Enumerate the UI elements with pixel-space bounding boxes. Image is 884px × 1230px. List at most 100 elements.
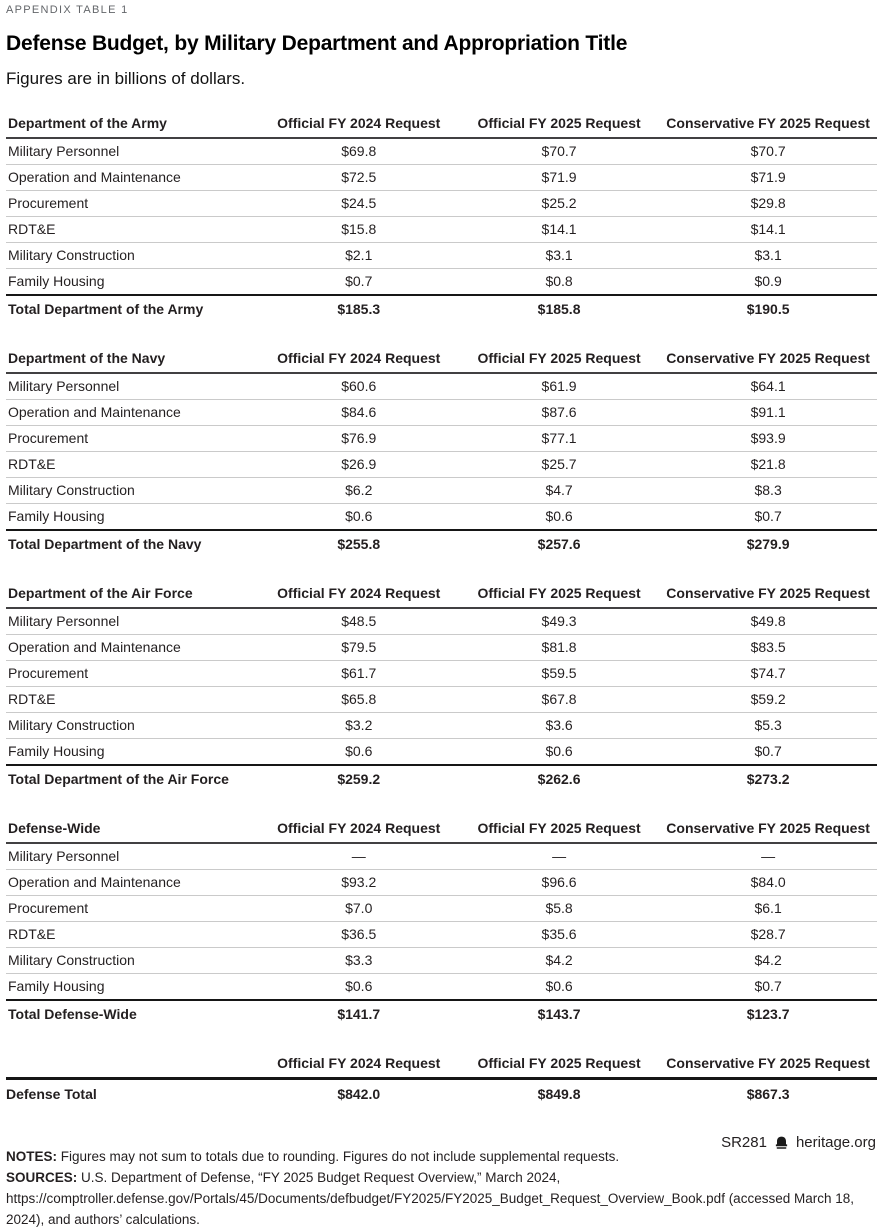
cell-official-fy2024: $0.6 [345, 743, 373, 759]
table-header-row: Defense-Wide Official FY 2024 Request Of… [6, 818, 877, 844]
grand-total-official-fy2024: $842.0 [337, 1086, 381, 1102]
total-conservative-fy2025: $123.7 [659, 999, 877, 1027]
cell-official-fy2025: $61.9 [458, 373, 660, 400]
navy-section-table: Department of the Navy Official FY 2024 … [6, 348, 877, 557]
grand-total-conservative-fy2025: $867.3 [746, 1086, 790, 1102]
cell-conservative-fy2025: $8.3 [659, 477, 877, 504]
liberty-bell-icon [774, 1135, 789, 1150]
row-rdte: RDT&E $26.9 $25.7 $21.8 [6, 451, 877, 478]
col-header-official-fy2024: Official FY 2024 Request [258, 113, 459, 139]
row-military-personnel: Military Personnel $69.8 $70.7 $70.7 [6, 138, 877, 165]
col-header-official-fy2024: Official FY 2024 Request [258, 348, 459, 374]
cell-official-fy2025: $59.5 [458, 660, 660, 687]
row-label: Family Housing [8, 508, 105, 524]
cell-official-fy2024: $48.5 [258, 608, 459, 635]
report-page: APPENDIX TABLE 1 Defense Budget, by Mili… [6, 4, 877, 1227]
page-title: Defense Budget, by Military Department a… [6, 32, 628, 55]
row-procurement: Procurement $24.5 $25.2 $29.8 [6, 190, 877, 217]
total-official-fy2024: $255.8 [258, 529, 459, 557]
cell-official-fy2024: $76.9 [258, 425, 459, 452]
total-row: Total Defense-Wide $141.7 $143.7 $123.7 [6, 999, 877, 1027]
page-footer: SR281 heritage.org [721, 1134, 876, 1151]
table-header-row: Official FY 2024 Request Official FY 202… [6, 1053, 877, 1080]
cell-official-fy2024: $60.6 [258, 373, 459, 400]
cell-official-fy2024: $65.8 [258, 686, 459, 713]
cell-official-fy2025: $0.6 [545, 743, 573, 759]
cell-official-fy2025: $35.6 [458, 921, 660, 948]
row-rdte: RDT&E $15.8 $14.1 $14.1 [6, 216, 877, 243]
cell-official-fy2025: $77.1 [458, 425, 660, 452]
cell-official-fy2024: $72.5 [258, 164, 459, 191]
row-label: Family Housing [8, 743, 105, 759]
row-military-construction: Military Construction $2.1 $3.1 $3.1 [6, 242, 877, 269]
cell-conservative-fy2025: $28.7 [659, 921, 877, 948]
cell-official-fy2024: $24.5 [258, 190, 459, 217]
cell-conservative-fy2025: $0.7 [754, 978, 782, 994]
row-military-personnel: Military Personnel — — — [6, 843, 877, 870]
sources-text: U.S. Department of Defense, “FY 2025 Bud… [6, 1170, 854, 1227]
row-rdte: RDT&E $65.8 $67.8 $59.2 [6, 686, 877, 713]
row-rdte: RDT&E $36.5 $35.6 $28.7 [6, 921, 877, 948]
appendix-label: APPENDIX TABLE 1 [6, 4, 129, 16]
row-family-housing: Family Housing $0.6 $0.6 $0.7 [6, 504, 877, 531]
row-procurement: Procurement $76.9 $77.1 $93.9 [6, 425, 877, 452]
air-force-section-table: Department of the Air Force Official FY … [6, 583, 877, 792]
row-label: Military Personnel [6, 373, 259, 400]
col-header-official-fy2024: Official FY 2024 Request [258, 818, 459, 844]
row-military-construction: Military Construction $6.2 $4.7 $8.3 [6, 477, 877, 504]
grand-total-row: Defense Total $842.0 $849.8 $867.3 [6, 1079, 877, 1109]
cell-official-fy2024: $0.6 [345, 978, 373, 994]
row-label: RDT&E [6, 686, 259, 713]
row-label: Military Construction [6, 947, 259, 974]
cell-conservative-fy2025: $49.8 [659, 608, 877, 635]
row-label: Operation and Maintenance [6, 164, 259, 191]
cell-conservative-fy2025: $71.9 [659, 164, 877, 191]
cell-conservative-fy2025: $59.2 [659, 686, 877, 713]
col-header-conservative-fy2025: Conservative FY 2025 Request [659, 113, 877, 139]
total-official-fy2025: $185.8 [458, 294, 660, 322]
cell-official-fy2025: $49.3 [458, 608, 660, 635]
section-title: Department of the Navy [6, 348, 259, 374]
cell-conservative-fy2025: $0.9 [754, 273, 782, 289]
cell-official-fy2024: $0.6 [345, 508, 373, 524]
cell-official-fy2025: $0.6 [545, 978, 573, 994]
cell-conservative-fy2025: $0.7 [754, 508, 782, 524]
cell-official-fy2024: $3.2 [258, 712, 459, 739]
cell-official-fy2024: $6.2 [258, 477, 459, 504]
col-header-conservative-fy2025: Conservative FY 2025 Request [659, 818, 877, 844]
row-military-construction: Military Construction $3.3 $4.2 $4.2 [6, 947, 877, 974]
total-conservative-fy2025: $279.9 [659, 529, 877, 557]
cell-conservative-fy2025: $64.1 [659, 373, 877, 400]
cell-official-fy2025: $25.2 [458, 190, 660, 217]
total-label: Total Department of the Army [6, 294, 259, 322]
cell-official-fy2025: $25.7 [458, 451, 660, 478]
cell-official-fy2025: $3.6 [458, 712, 660, 739]
cell-conservative-fy2025: $93.9 [659, 425, 877, 452]
total-official-fy2025: $257.6 [458, 529, 660, 557]
cell-official-fy2024: $2.1 [258, 242, 459, 269]
row-label: Family Housing [8, 273, 105, 289]
cell-official-fy2025: $71.9 [458, 164, 660, 191]
report-id: SR281 [721, 1134, 767, 1151]
total-conservative-fy2025: $190.5 [659, 294, 877, 322]
row-operation-maintenance: Operation and Maintenance $79.5 $81.8 $8… [6, 634, 877, 661]
cell-official-fy2025: $81.8 [458, 634, 660, 661]
cell-official-fy2024: $15.8 [258, 216, 459, 243]
cell-official-fy2024: $69.8 [258, 138, 459, 165]
row-operation-maintenance: Operation and Maintenance $72.5 $71.9 $7… [6, 164, 877, 191]
cell-official-fy2024: $26.9 [258, 451, 459, 478]
cell-official-fy2025: $3.1 [458, 242, 660, 269]
total-row: Total Department of the Air Force $259.2… [6, 764, 877, 792]
row-military-personnel: Military Personnel $60.6 $61.9 $64.1 [6, 373, 877, 400]
cell-conservative-fy2025: $21.8 [659, 451, 877, 478]
cell-official-fy2024: $93.2 [258, 869, 459, 896]
cell-conservative-fy2025: $4.2 [659, 947, 877, 974]
cell-official-fy2025: $96.6 [458, 869, 660, 896]
row-label: Military Personnel [6, 843, 259, 870]
row-label: RDT&E [6, 451, 259, 478]
defense-wide-section-table: Defense-Wide Official FY 2024 Request Of… [6, 818, 877, 1027]
notes-label: NOTES: [6, 1149, 58, 1164]
row-label: Operation and Maintenance [6, 634, 259, 661]
cell-conservative-fy2025: $5.3 [659, 712, 877, 739]
row-military-personnel: Military Personnel $48.5 $49.3 $49.8 [6, 608, 877, 635]
